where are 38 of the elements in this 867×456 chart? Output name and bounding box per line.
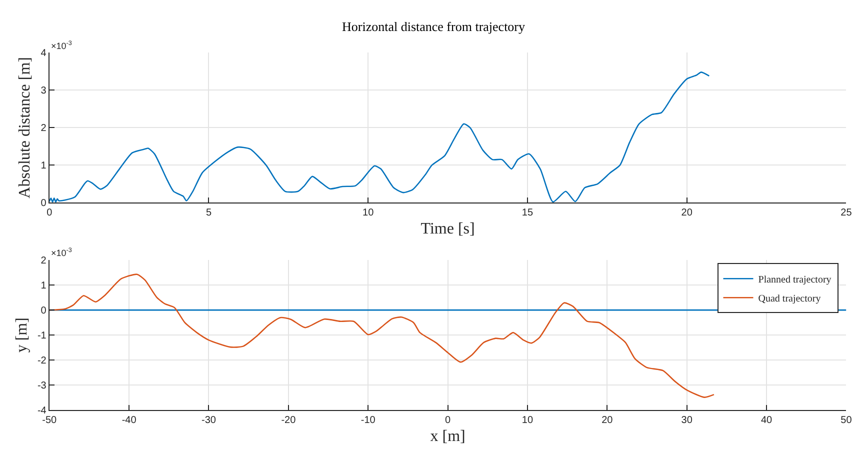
- y-tick-label: 1: [40, 280, 47, 292]
- y-tick-label: 3: [40, 86, 47, 97]
- x-tick-label: -40: [122, 415, 137, 426]
- y-tick-label: -1: [37, 330, 47, 342]
- x-tick-label: 10: [362, 208, 374, 219]
- x-tick-label: 25: [840, 208, 852, 219]
- y-axis-title: y [m]: [13, 318, 30, 353]
- x-tick-label: 20: [681, 208, 693, 219]
- x-tick-label: 10: [522, 415, 534, 426]
- x-tick-label: -10: [360, 415, 376, 426]
- text: ×10$^{-3}$: [51, 40, 72, 51]
- x-tick-label: -20: [281, 415, 296, 426]
- y-tick-label: -4: [37, 406, 47, 417]
- y-tick-label: -2: [37, 356, 47, 367]
- x-tick-label: 5: [206, 208, 212, 219]
- y-tick-label: -3: [37, 380, 47, 392]
- chart-title: Horizontal distance from trajectory: [342, 19, 526, 34]
- legend-label: Planned trajectory: [758, 274, 832, 286]
- x-tick-label: 30: [681, 415, 693, 426]
- x-tick-label: 15: [522, 208, 534, 219]
- y-tick-label: 2: [40, 123, 47, 134]
- x-tick-label: 50: [840, 415, 852, 426]
- line-series: [49, 72, 710, 203]
- text: ×10$^{-3}$: [51, 247, 72, 258]
- x-tick-label: 40: [760, 415, 773, 426]
- x-axis-title: x [m]: [430, 428, 466, 445]
- x-tick-label: -50: [42, 415, 58, 426]
- y-tick-label: 0: [40, 198, 47, 210]
- y-axis-title: Absolute distance [m]: [16, 57, 34, 198]
- x-tick-label: 0: [445, 415, 452, 426]
- y-tick-label: 0: [40, 306, 47, 317]
- legend-label: Quad trajectory: [758, 294, 821, 305]
- x-tick-label: -30: [202, 415, 216, 426]
- x-tick-label: 20: [602, 415, 614, 426]
- y-tick-label: 1: [40, 160, 47, 172]
- x-axis-title: Time [s]: [420, 220, 475, 238]
- y-tick-label: 2: [40, 256, 47, 267]
- y-tick-label: 4: [40, 48, 47, 60]
